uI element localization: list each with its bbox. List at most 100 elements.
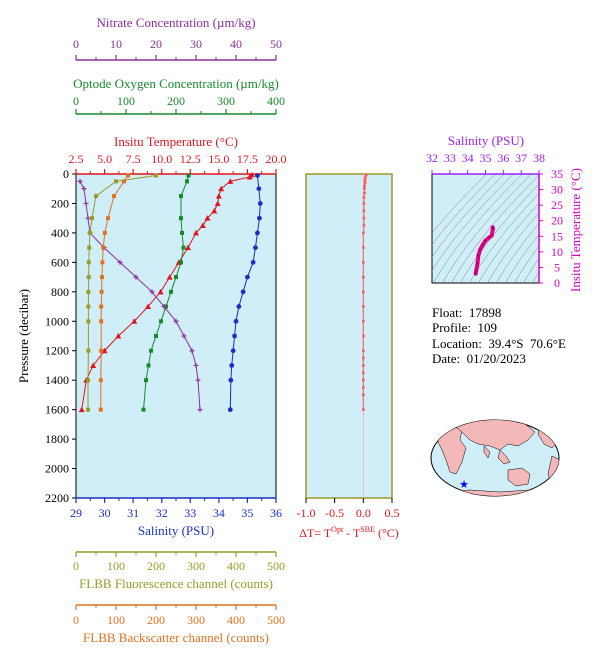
series-point (185, 244, 191, 251)
delta-t-point (362, 371, 365, 375)
delta-t-axis: -1.0 -0.5 0.0 0.5 (297, 498, 400, 520)
pressure-tick-label: 1800 (45, 432, 69, 446)
series-point (229, 363, 235, 368)
density-contour (432, 174, 514, 271)
series-line (87, 174, 157, 410)
delta-t-point (362, 209, 366, 213)
ts-y-tick-label: 5 (554, 260, 560, 274)
series-point (173, 318, 179, 324)
series-point (236, 304, 242, 309)
delta-t-point (363, 178, 367, 182)
axis-tick-label: 15.0 (208, 152, 229, 166)
density-contour (590, 159, 609, 293)
delta-t-point (362, 224, 366, 227)
series-point (86, 289, 91, 294)
series-point (189, 348, 195, 354)
ts-point (491, 226, 495, 231)
ts-y-tick-label: 35 (551, 167, 563, 181)
series-point (169, 289, 173, 294)
axis-tick-label: 100 (107, 559, 125, 573)
ts-x-tick-label: 32 (426, 151, 438, 165)
density-contour (599, 159, 609, 293)
density-contour (487, 212, 539, 283)
density-contour (442, 174, 532, 283)
series-point (99, 304, 104, 309)
ts-x-tick-label: 38 (533, 151, 545, 165)
pressure-tick-label: 400 (51, 226, 69, 240)
axis-tick-label: 30 (99, 506, 111, 520)
axis-tick-label: 200 (167, 94, 185, 108)
delta-t-point (363, 184, 366, 188)
delta-t-point (362, 261, 365, 264)
series-point (255, 230, 260, 236)
series-point (100, 260, 105, 265)
axis-tick-label: 33 (184, 506, 196, 520)
delta-t-series (362, 173, 368, 498)
series-point (144, 378, 148, 383)
delta-t-point (363, 191, 366, 195)
axis-tick-label: 20 (150, 37, 162, 51)
delta-t-point (363, 187, 366, 191)
density-contour (496, 223, 539, 283)
axis-title: FLBB Fluorescence channel (counts) (79, 576, 273, 591)
axis-tick-label: 36 (270, 506, 282, 520)
date: Date: 01/20/2023 (432, 351, 526, 366)
series-point (240, 289, 246, 295)
float-id: Float: 17898 (432, 305, 502, 320)
series-line (143, 175, 189, 410)
ts-point (478, 248, 482, 252)
ts-x-tick-label: 37 (515, 151, 527, 165)
axis-tick-label: 0 (73, 94, 79, 108)
series-point (257, 201, 263, 206)
series-point (86, 304, 91, 309)
density-contour (432, 174, 505, 258)
series-point (228, 377, 234, 383)
axis-tick-label: 10 (110, 37, 122, 51)
series-nitrate (77, 178, 203, 413)
series-point (81, 186, 87, 192)
delta-t-point (364, 175, 367, 179)
series-point (255, 173, 260, 178)
delta-t-point (362, 319, 365, 323)
density-contour (460, 183, 539, 283)
series-point (174, 275, 178, 280)
density-contour (514, 245, 539, 283)
series-point (114, 179, 118, 184)
ts-y-axis-title: Insitu Temperature (°C) (568, 168, 583, 292)
delta-t-point (362, 275, 365, 279)
pressure-tick-label: 1400 (45, 373, 69, 387)
series-point (117, 259, 123, 265)
series-point (99, 289, 104, 294)
delta-t-point (364, 173, 368, 177)
axis-tick-label: 0 (73, 37, 79, 51)
ts-y-tick-label: 20 (551, 214, 563, 228)
series-point (77, 178, 83, 184)
delta-t-point (362, 364, 365, 367)
ts-y-tick-label: 15 (551, 229, 563, 243)
ts-y-tick-label: 0 (554, 276, 560, 290)
float-location-marker: ★ (459, 478, 469, 491)
ts-x-tick-label: 33 (444, 151, 456, 165)
ts-y-tick-label: 25 (551, 198, 563, 212)
series-point (181, 333, 187, 339)
pressure-tick-label: 2000 (45, 462, 69, 476)
axis-tick-label: 0 (73, 613, 79, 627)
pressure-tick-label: 1600 (45, 403, 69, 417)
series-point (245, 274, 250, 280)
series-point (204, 215, 211, 221)
series-line (79, 181, 201, 410)
pressure-tick-label: 600 (51, 255, 69, 269)
series-salinity (227, 173, 263, 413)
ts-point (474, 268, 478, 273)
ts-plot-area (431, 173, 540, 284)
axis-tick-label: 12.5 (180, 152, 201, 166)
series-point (131, 318, 138, 324)
delta-t-panel: -1.0 -0.5 0.0 0.5 ΔT= TOpt - TSBE (°C) (297, 173, 400, 540)
series-point (99, 348, 104, 353)
series-point (86, 319, 91, 324)
series-point (154, 334, 158, 338)
axis-tick-label: 7.5 (126, 152, 141, 166)
density-contour (478, 202, 539, 283)
density-contour (432, 174, 496, 246)
